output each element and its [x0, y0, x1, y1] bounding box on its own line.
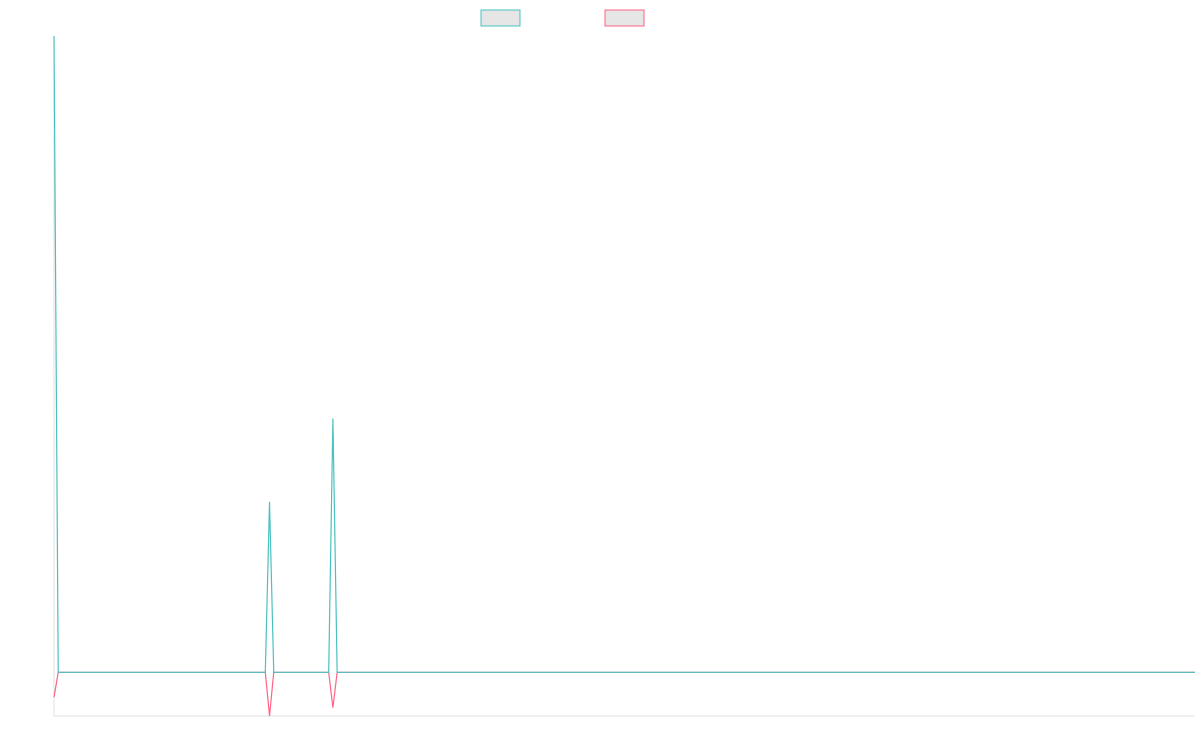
series-layer: [53, 35, 1195, 717]
legend-swatch-a[interactable]: [480, 9, 521, 27]
legend-swatch-b[interactable]: [604, 9, 645, 27]
series-a-line: [53, 35, 1195, 673]
series-b-line: [53, 671, 1195, 717]
legend: [480, 9, 645, 27]
